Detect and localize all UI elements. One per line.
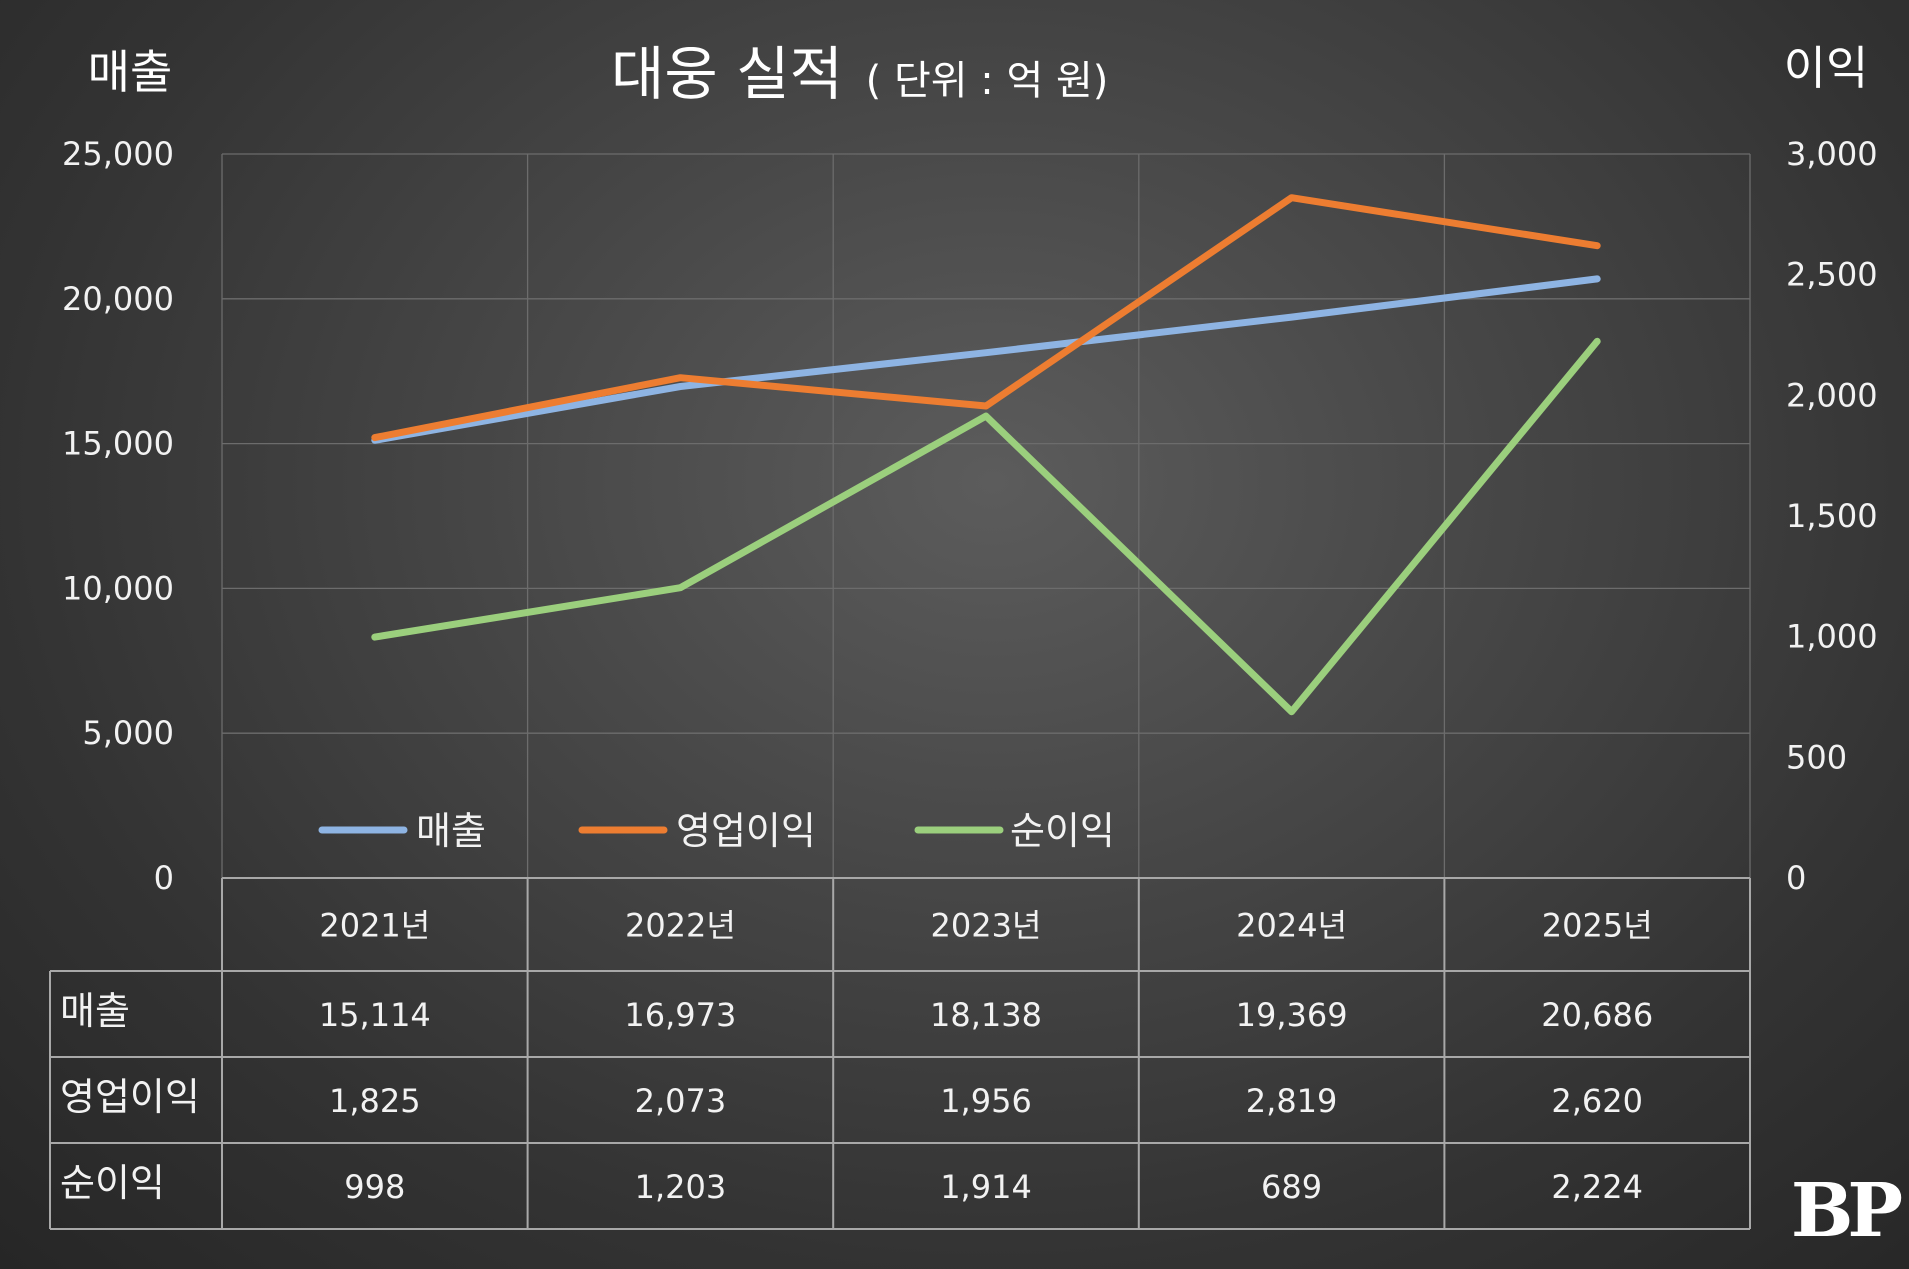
y-right-tick-label: 1,500: [1786, 497, 1878, 535]
table-data-label: 20,686: [1541, 996, 1653, 1034]
table-data-label: 2,819: [1246, 1082, 1338, 1120]
x-category-label: 2022년: [625, 907, 736, 945]
y-left-tick-label: 5,000: [82, 714, 174, 752]
table-data-label: 998: [344, 1168, 405, 1206]
series-lines: [371, 194, 1601, 716]
table-data-label: 16,973: [624, 996, 736, 1034]
right-axis-title: 이익: [1784, 41, 1869, 95]
y-right-tick-label: 1,000: [1786, 618, 1878, 656]
legend-label: 순이익: [1010, 809, 1115, 853]
y-left-tick-label: 0: [154, 859, 174, 897]
y-right-tick-label: 0: [1786, 859, 1806, 897]
bp-logo: BP: [1791, 1168, 1902, 1254]
table-data-label: 1,825: [329, 1082, 421, 1120]
chart-title: 대웅 실적: [611, 40, 843, 108]
y-left-tick-label: 25,000: [62, 135, 174, 173]
legend-label: 매출: [416, 809, 486, 853]
table-data-label: 18,138: [930, 996, 1042, 1034]
legend-label: 영업이익: [676, 809, 816, 853]
y-right-tick-label: 500: [1786, 738, 1847, 776]
table-data-label: 2,224: [1551, 1168, 1643, 1206]
y-right-tick-label: 2,500: [1786, 256, 1878, 294]
series-line-3: [371, 337, 1601, 716]
y-left-tick-label: 10,000: [62, 569, 174, 607]
table-data-label: 1,956: [940, 1082, 1032, 1120]
table-data-label: 1,914: [940, 1168, 1032, 1206]
y-left-tick-label: 15,000: [62, 425, 174, 463]
table-row-label: 매출: [60, 989, 130, 1033]
table-data-label: 1,203: [635, 1168, 727, 1206]
table-row-label: 영업이익: [60, 1075, 200, 1119]
x-category-label: 2025년: [1542, 907, 1653, 945]
table-data-label: 2,620: [1551, 1082, 1643, 1120]
table-data-label: 15,114: [319, 996, 431, 1034]
table-data-label: 2,073: [635, 1082, 727, 1120]
x-category-label: 2023년: [931, 907, 1042, 945]
series-line-1: [371, 275, 1601, 444]
left-axis-title: 매출: [88, 45, 173, 99]
chart-unit-label: ( 단위 : 억 원): [866, 58, 1109, 104]
gridlines: [221, 153, 1751, 878]
chart-text: 매출 이익 대웅 실적 ( 단위 : 억 원) BP 0 5,000 10,000 1…: [62, 40, 1907, 1254]
x-category-label: 2021년: [319, 907, 430, 945]
y-right-tick-label: 3,000: [1786, 135, 1878, 173]
y-left-tick-label: 20,000: [62, 280, 174, 318]
table-data-label: 689: [1261, 1168, 1322, 1206]
table-row-label: 순이익: [60, 1161, 165, 1205]
table-data-label: 19,369: [1236, 996, 1348, 1034]
series-line-2: [371, 194, 1601, 442]
legend: 매출 영업이익 순이익: [318, 809, 1115, 853]
x-category-label: 2024년: [1236, 907, 1347, 945]
y-right-tick-label: 2,000: [1786, 376, 1878, 414]
